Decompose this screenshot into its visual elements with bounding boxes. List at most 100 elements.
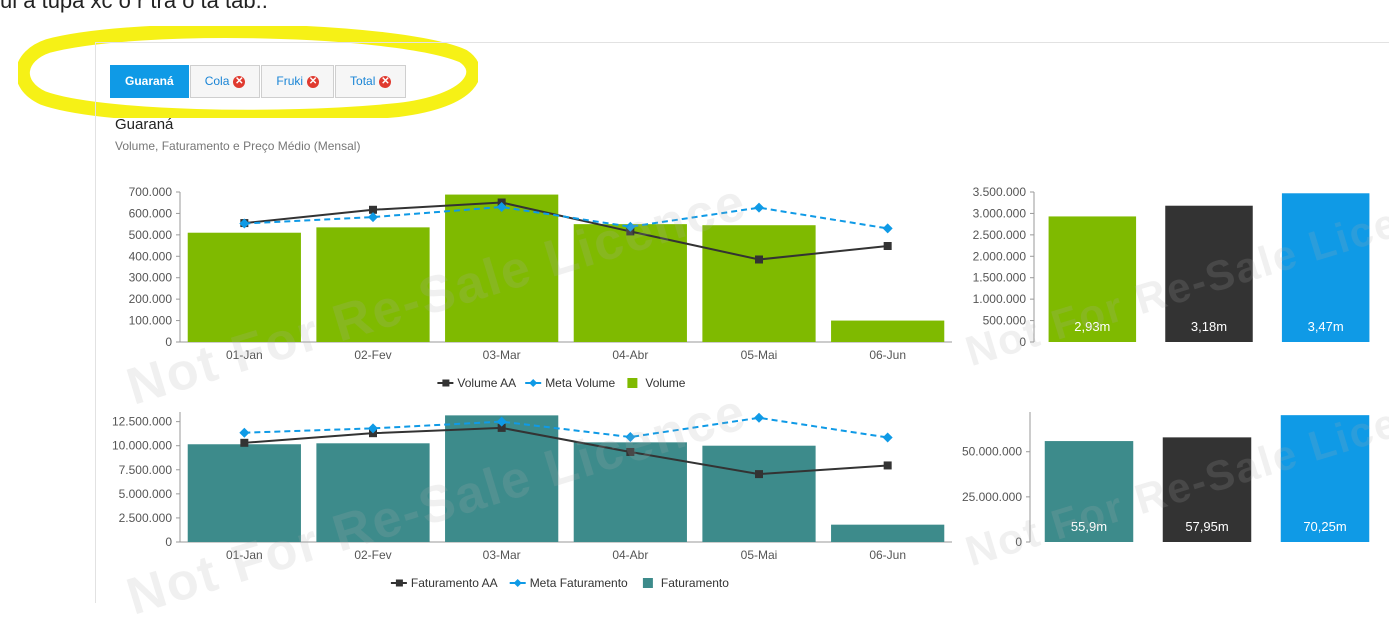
- data-point: [626, 447, 635, 456]
- x-tick-label: 06-Jun: [869, 548, 906, 562]
- y-tick-label: 7.500.000: [119, 463, 173, 477]
- y-tick-label: 700.000: [129, 185, 173, 199]
- data-label: 2,93m: [1074, 319, 1110, 334]
- x-tick-label: 05-Mai: [741, 548, 778, 562]
- legend-swatch: [627, 378, 638, 388]
- x-tick-label: 01-Jan: [226, 348, 263, 362]
- data-point: [368, 423, 378, 434]
- data-label: 3,18m: [1191, 319, 1227, 334]
- y-tick-label: 5.000.000: [119, 487, 173, 501]
- x-tick-label: 03-Mar: [483, 348, 521, 362]
- data-point: [625, 432, 636, 443]
- close-icon[interactable]: ✕: [233, 75, 246, 88]
- y-tick-label: 0: [1015, 535, 1022, 549]
- bar: [187, 232, 301, 342]
- bar: [702, 225, 816, 342]
- tab-fruki[interactable]: Fruki ✕: [261, 65, 335, 98]
- y-tick-label: 3.500.000: [973, 185, 1027, 199]
- data-point: [882, 223, 893, 234]
- tab-label: Total: [350, 74, 376, 88]
- target-line: [244, 205, 888, 230]
- data-label: 55,9m: [1071, 519, 1107, 534]
- legend-label: Faturamento AA: [411, 576, 498, 590]
- data-point: [239, 427, 250, 438]
- dashboard-frame: [95, 42, 1389, 603]
- legend-marker: [395, 579, 403, 587]
- bar: [445, 194, 559, 342]
- legend-label: Faturamento: [661, 576, 729, 590]
- prior-year-line: [244, 426, 888, 476]
- y-tick-label: 200.000: [129, 292, 173, 306]
- data-point: [755, 470, 763, 479]
- tab-label: Cola: [204, 74, 230, 88]
- bar: [573, 224, 687, 342]
- y-tick-label: 400.000: [129, 249, 173, 263]
- x-tick-label: 02-Fev: [354, 548, 391, 562]
- data-point: [754, 202, 764, 213]
- data-point: [496, 416, 507, 427]
- tab-guarana[interactable]: Guaraná: [110, 65, 189, 98]
- target-line: [244, 416, 888, 439]
- tab-cola[interactable]: Cola ✕: [189, 65, 261, 98]
- bar: [187, 444, 301, 542]
- x-tick-label: 03-Mar: [483, 548, 521, 562]
- y-tick-label: 3.000.000: [973, 206, 1027, 220]
- y-tick-label: 0: [1019, 335, 1026, 349]
- data-point: [240, 438, 249, 447]
- total-bar: [1165, 205, 1253, 342]
- data-point: [882, 432, 893, 443]
- y-tick-label: 500.000: [983, 314, 1027, 328]
- close-icon[interactable]: ✕: [307, 75, 320, 88]
- tab-label: Fruki: [276, 74, 304, 88]
- data-label: 70,25m: [1303, 519, 1346, 534]
- legend-marker: [442, 379, 450, 387]
- legend-marker: [513, 579, 522, 587]
- bar: [831, 320, 945, 342]
- y-tick-label: 2.500.000: [119, 511, 173, 525]
- y-tick-label: 600.000: [129, 206, 173, 220]
- bar: [445, 415, 559, 542]
- data-point: [754, 412, 764, 423]
- legend-swatch: [642, 578, 653, 588]
- top-text: ui a tupa xc o r tra o ta tab..: [0, 0, 268, 13]
- charts-canvas: 0 100.000 200.000 300.000 400.000 500.000 600.…: [112, 185, 1370, 590]
- bar: [316, 227, 430, 342]
- total-bar: [1281, 193, 1370, 342]
- data-point: [496, 202, 507, 212]
- data-point: [368, 212, 378, 223]
- x-tick-label: 04-Abr: [612, 348, 648, 362]
- y-tick-label: 1.500.000: [973, 271, 1027, 285]
- data-point: [625, 221, 636, 232]
- y-tick-label: 2.500.000: [973, 228, 1027, 242]
- section-title: Guaraná: [115, 116, 174, 133]
- close-icon[interactable]: ✕: [379, 75, 392, 88]
- total-bar: [1048, 216, 1137, 342]
- data-label: 3,47m: [1308, 319, 1344, 334]
- bar: [831, 524, 945, 542]
- legend-label: Meta Volume: [545, 376, 615, 390]
- bar: [316, 443, 430, 542]
- x-tick-label: 01-Jan: [226, 548, 263, 562]
- y-tick-label: 12.500.000: [112, 415, 172, 429]
- data-point: [239, 218, 250, 229]
- y-tick-label: 50.000.000: [962, 445, 1022, 459]
- y-tick-label: 0: [165, 535, 172, 549]
- total-bar: [1162, 437, 1252, 542]
- y-tick-label: 25.000.000: [962, 490, 1022, 504]
- y-tick-label: 0: [165, 335, 172, 349]
- x-tick-label: 02-Fev: [354, 348, 391, 362]
- y-tick-label: 2.000.000: [973, 249, 1027, 263]
- data-point: [755, 255, 763, 264]
- data-point: [883, 461, 892, 470]
- bar: [702, 445, 816, 542]
- y-tick-label: 100.000: [129, 314, 173, 328]
- legend-marker: [529, 379, 538, 387]
- tab-total[interactable]: Total ✕: [335, 65, 407, 98]
- total-bar: [1044, 441, 1134, 542]
- x-tick-label: 06-Jun: [869, 348, 906, 362]
- tab-label: Guaraná: [125, 74, 174, 88]
- data-point: [883, 242, 892, 250]
- data-point: [369, 205, 377, 214]
- data-point: [497, 423, 506, 432]
- y-tick-label: 10.000.000: [112, 439, 172, 453]
